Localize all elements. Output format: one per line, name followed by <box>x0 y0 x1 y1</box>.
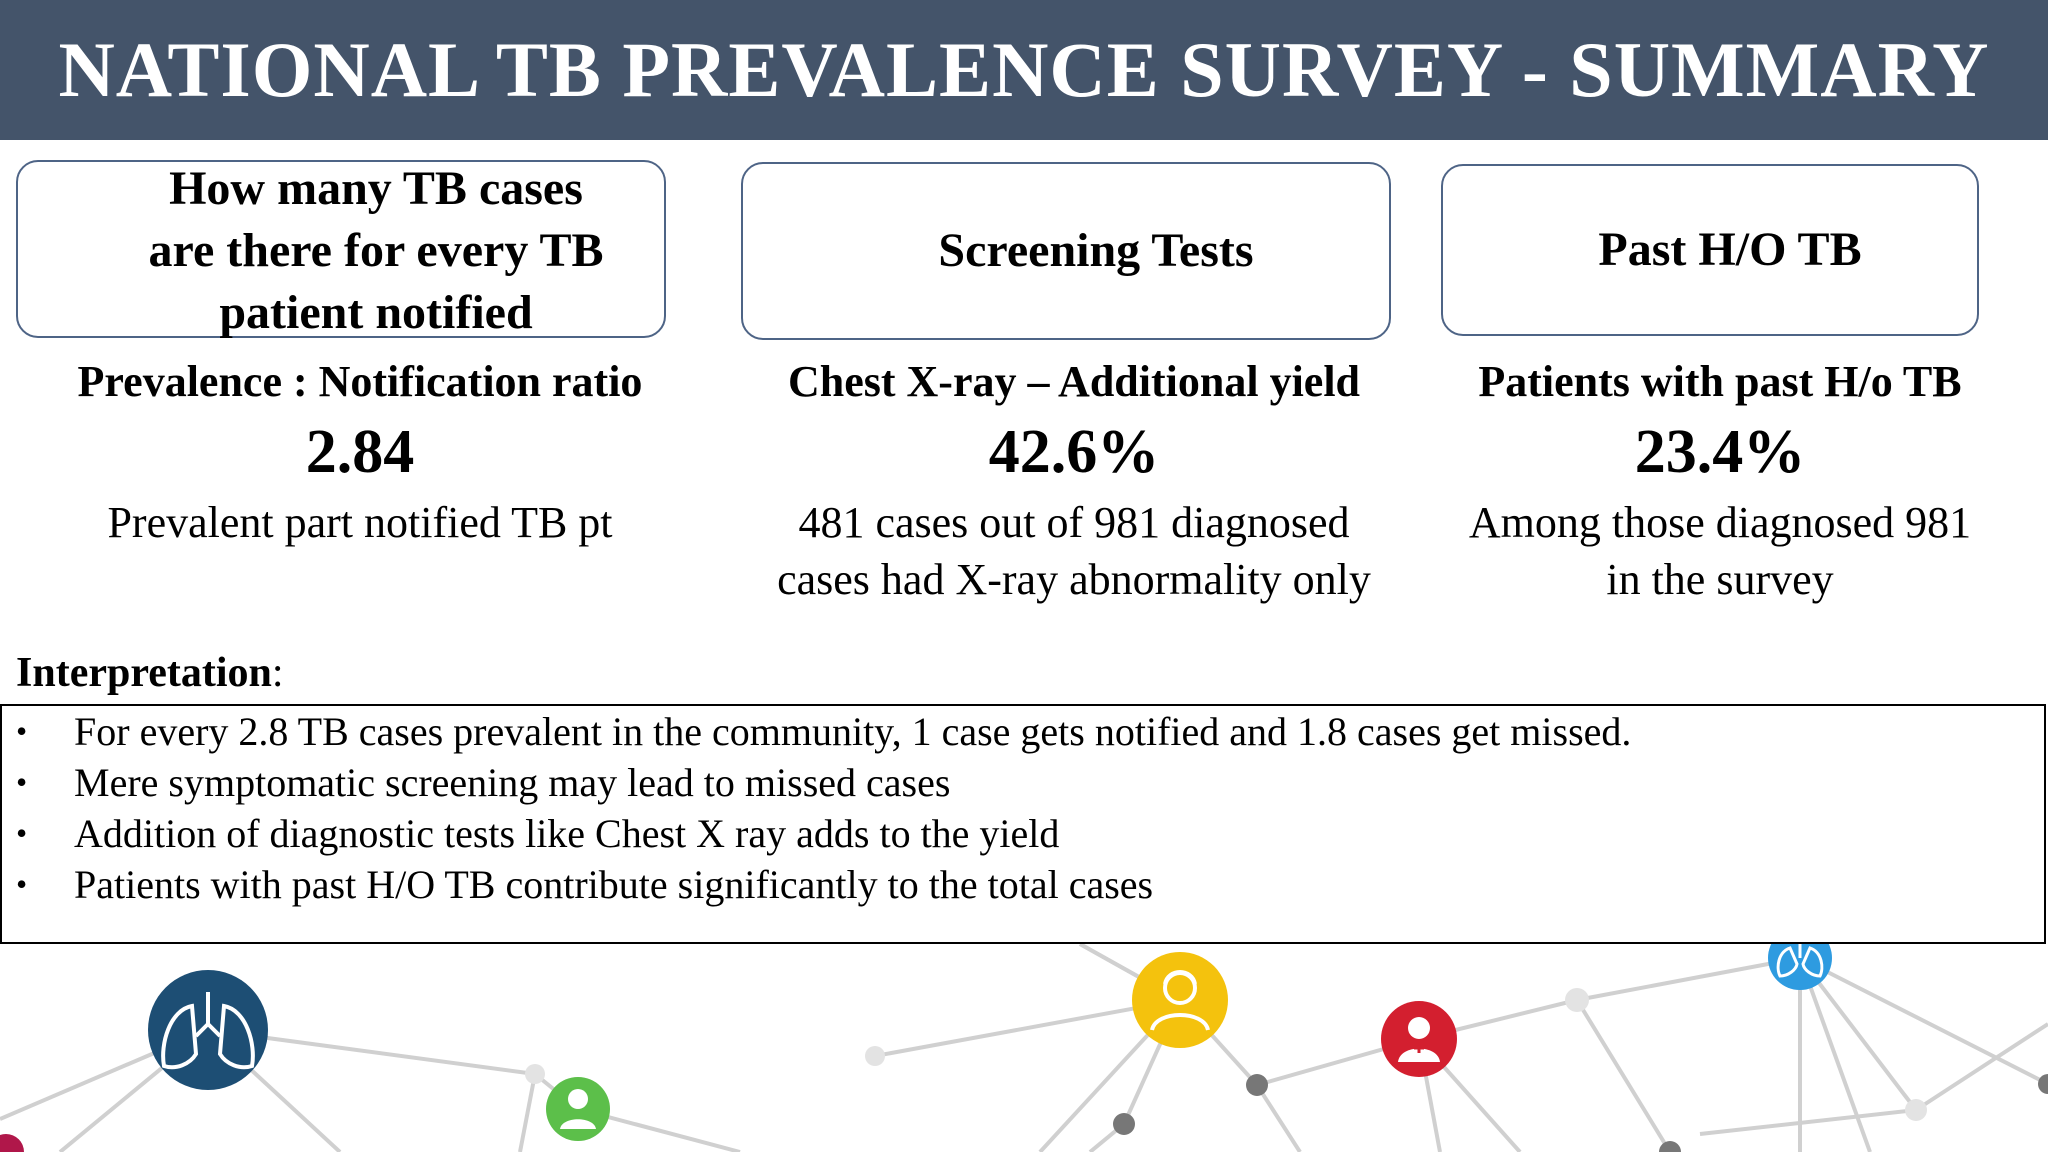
partial-node-icon <box>0 1134 24 1152</box>
metric-description-line: Among those diagnosed 981 <box>1468 498 1972 547</box>
interpretation-point: • Mere symptomatic screening may lead to… <box>2 757 2044 808</box>
metric-description-line: 481 cases out of 981 diagnosed <box>798 498 1350 547</box>
bullet-icon: • <box>16 866 28 902</box>
interpretation-point-text: For every 2.8 TB cases prevalent in the … <box>74 709 1632 754</box>
interpretation-title-colon: : <box>271 650 284 696</box>
network-lines <box>0 944 2048 1152</box>
interpretation-point-text: Patients with past H/O TB contribute sig… <box>74 862 1154 907</box>
title-banner: NATIONAL TB PREVALENCE SURVEY - SUMMARY <box>0 0 2048 140</box>
metric-value: 42.6% <box>988 418 1160 486</box>
interpretation-point-text: Mere symptomatic screening may lead to m… <box>74 760 951 805</box>
interpretation-point: • Addition of diagnostic tests like Ches… <box>2 808 2044 859</box>
metric-description: 481 cases out of 981 diagnosed cases had… <box>744 494 1404 608</box>
doctor-icon-green <box>546 1077 610 1141</box>
lungs-icon <box>148 970 268 1090</box>
interpretation-heading: Interpretation: <box>16 645 284 701</box>
card-heading-past-ho-tb: Past H/O TB <box>1441 164 1979 336</box>
card-heading-text: Past H/O TB <box>1598 223 1862 276</box>
interpretation-title: Interpretation <box>16 650 272 696</box>
metric-description-line: Prevalent part notified TB pt <box>107 498 613 547</box>
card-heading-line: are there for every TB <box>148 224 604 277</box>
interpretation-list: • For every 2.8 TB cases prevalent in th… <box>2 706 2044 910</box>
interpretation-point: • For every 2.8 TB cases prevalent in th… <box>2 706 2044 757</box>
card-heading-line: How many TB cases <box>169 162 583 215</box>
card-heading-cases-per-notified: How many TB cases are there for every TB… <box>16 160 666 339</box>
metric-description-line: in the survey <box>1606 555 1834 604</box>
network-illustration <box>0 944 2048 1152</box>
bullet-icon: • <box>16 764 28 800</box>
interpretation-point: • Patients with past H/O TB contribute s… <box>2 859 2044 910</box>
card-heading-screening-tests: Screening Tests <box>741 162 1391 340</box>
metric-column-prevalence-ratio: Prevalence : Notification ratio 2.84 Pre… <box>30 354 690 551</box>
doctor-icon-red <box>1381 1001 1457 1077</box>
interpretation-point-text: Addition of diagnostic tests like Chest … <box>74 811 1060 856</box>
bullet-icon: • <box>16 713 28 749</box>
metric-value: 23.4% <box>1634 418 1806 486</box>
metric-column-chest-xray-yield: Chest X-ray – Additional yield 42.6% 481… <box>744 354 1404 608</box>
card-heading-line: patient notified <box>219 286 533 339</box>
metric-description: Prevalent part notified TB pt <box>30 494 690 551</box>
nurse-icon-yellow <box>1132 952 1228 1048</box>
metric-description-line: cases had X-ray abnormality only <box>777 555 1371 604</box>
metric-column-past-tb: Patients with past H/o TB 23.4% Among th… <box>1440 354 2000 608</box>
metric-label: Chest X-ray – Additional yield <box>787 357 1361 406</box>
metric-value: 2.84 <box>305 418 415 486</box>
card-heading-text: How many TB cases are there for every TB… <box>79 154 604 344</box>
metric-label: Patients with past H/o TB <box>1478 357 1962 406</box>
bullet-icon: • <box>16 815 28 851</box>
page-title: NATIONAL TB PREVALENCE SURVEY - SUMMARY <box>58 26 1990 113</box>
lungs-icon-blue <box>1768 944 1832 990</box>
metric-label: Prevalence : Notification ratio <box>77 357 643 406</box>
card-heading-text: Screening Tests <box>938 224 1254 277</box>
interpretation-box: • For every 2.8 TB cases prevalent in th… <box>0 704 2046 944</box>
metric-description: Among those diagnosed 981 in the survey <box>1440 494 2000 608</box>
